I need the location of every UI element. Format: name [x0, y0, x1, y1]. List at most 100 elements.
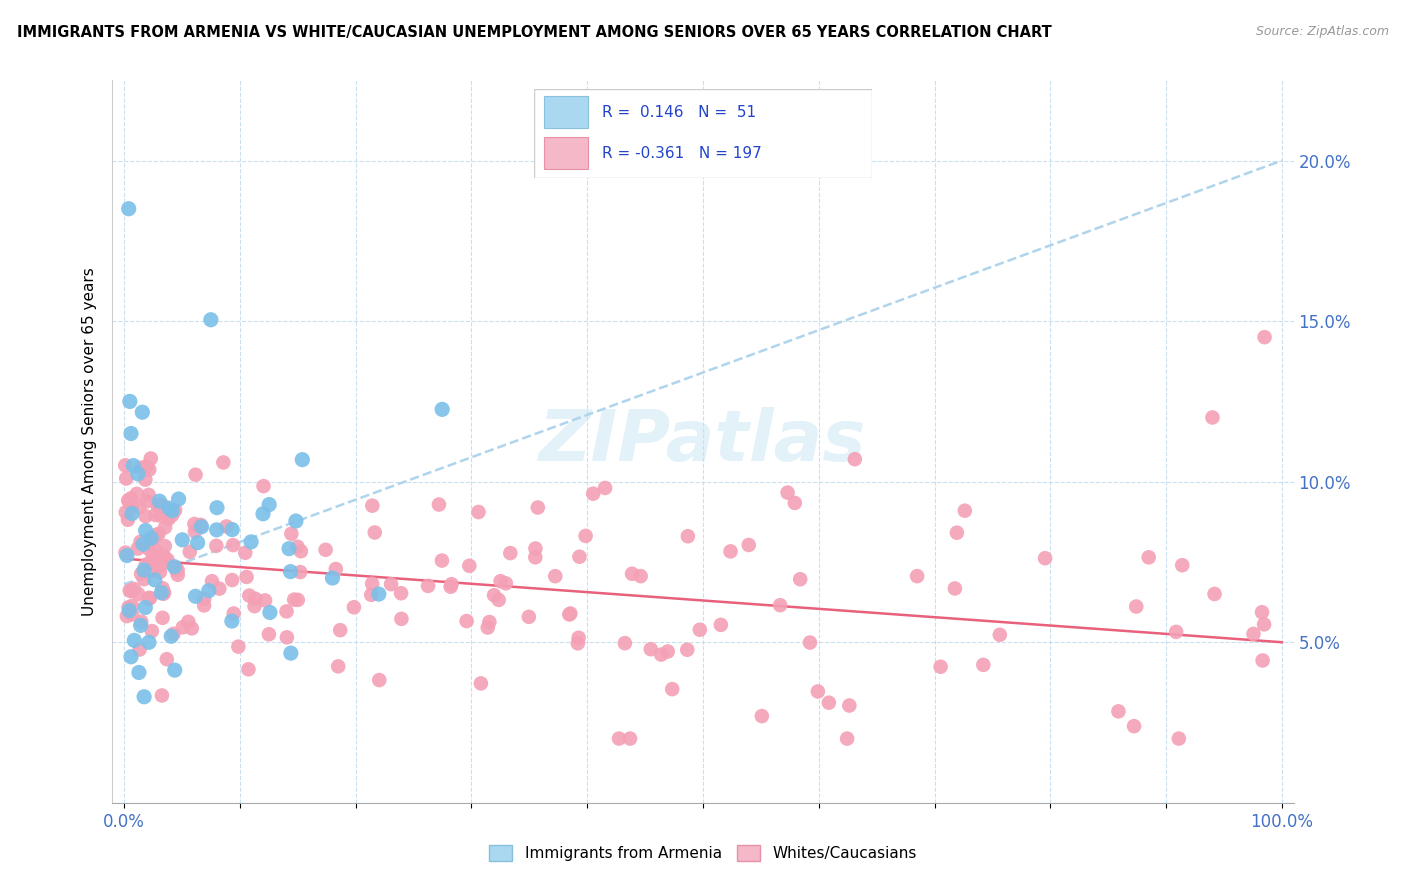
Point: [156, 552, 179, 566]
Point: [138, 542, 160, 557]
Point: [676, 529, 699, 543]
Point: [117, 493, 139, 508]
Text: IMMIGRANTS FROM ARMENIA VS WHITE/CAUCASIAN UNEMPLOYMENT AMONG SENIORS OVER 65 YE: IMMIGRANTS FROM ARMENIA VS WHITE/CAUCASI…: [17, 25, 1052, 40]
Point: [321, 571, 343, 585]
Point: [953, 504, 976, 518]
Point: [222, 538, 245, 552]
Point: [135, 509, 157, 524]
Point: [141, 563, 163, 577]
Point: [152, 581, 174, 595]
Point: [120, 649, 142, 664]
Point: [148, 494, 170, 508]
Point: [568, 631, 591, 645]
Point: [139, 451, 162, 466]
Point: [180, 621, 202, 635]
Point: [125, 487, 148, 501]
Point: [607, 731, 630, 746]
Point: [943, 582, 966, 596]
Point: [527, 500, 550, 515]
Point: [367, 587, 389, 601]
Point: [290, 565, 312, 579]
Point: [245, 591, 267, 606]
Point: [720, 544, 742, 558]
Point: [769, 598, 792, 612]
Point: [114, 505, 136, 519]
Point: [118, 394, 141, 409]
Text: ZIPatlas: ZIPatlas: [540, 407, 866, 476]
Point: [115, 609, 138, 624]
Point: [751, 709, 773, 723]
Point: [136, 494, 159, 508]
Point: [661, 682, 683, 697]
Point: [139, 591, 162, 605]
Point: [233, 546, 256, 560]
Point: [183, 516, 205, 531]
Point: [240, 534, 263, 549]
Point: [1107, 705, 1129, 719]
Point: [215, 519, 238, 533]
Point: [127, 467, 149, 481]
Point: [489, 574, 512, 589]
Point: [329, 623, 352, 637]
Point: [131, 460, 153, 475]
Point: [166, 563, 188, 577]
Point: [257, 498, 280, 512]
Point: [127, 587, 149, 601]
Point: [235, 570, 257, 584]
Point: [167, 491, 190, 506]
Point: [478, 615, 501, 629]
Point: [114, 546, 136, 560]
FancyBboxPatch shape: [544, 96, 588, 128]
Point: [544, 569, 567, 583]
Point: [118, 583, 141, 598]
Point: [143, 543, 166, 558]
Point: [1171, 558, 1194, 573]
Point: [165, 503, 187, 517]
Point: [988, 628, 1011, 642]
Point: [141, 534, 163, 549]
Point: [117, 513, 139, 527]
Point: [128, 665, 150, 680]
Point: [287, 540, 309, 554]
Point: [228, 640, 250, 654]
Point: [149, 508, 172, 523]
Point: [389, 586, 412, 600]
Point: [146, 499, 169, 513]
Point: [212, 455, 235, 469]
Point: [280, 526, 302, 541]
Point: [115, 549, 138, 563]
Point: [440, 580, 463, 594]
Point: [560, 607, 582, 621]
Point: [205, 500, 228, 515]
Point: [152, 499, 174, 513]
Point: [120, 491, 142, 506]
Point: [222, 607, 245, 621]
Point: [179, 545, 201, 559]
Point: [117, 600, 139, 615]
Point: [129, 534, 152, 549]
Point: [221, 573, 243, 587]
Point: [657, 644, 679, 658]
Point: [838, 698, 860, 713]
Point: [621, 566, 644, 581]
Point: [172, 620, 194, 634]
Point: [127, 541, 149, 556]
Point: [138, 488, 160, 502]
Point: [166, 564, 188, 578]
Point: [143, 573, 166, 587]
Point: [524, 550, 547, 565]
Point: [252, 507, 274, 521]
Point: [630, 569, 652, 583]
Point: [145, 528, 167, 542]
Point: [368, 673, 391, 687]
Point: [120, 426, 142, 441]
Point: [190, 520, 212, 534]
Point: [149, 565, 172, 579]
Point: [143, 508, 166, 522]
Point: [129, 615, 152, 629]
Point: [238, 662, 260, 676]
Point: [135, 524, 157, 538]
Point: [257, 627, 280, 641]
Text: R = -0.361   N = 197: R = -0.361 N = 197: [602, 146, 762, 161]
Point: [163, 663, 186, 677]
